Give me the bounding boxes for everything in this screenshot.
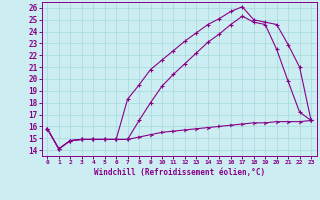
X-axis label: Windchill (Refroidissement éolien,°C): Windchill (Refroidissement éolien,°C) <box>94 168 265 177</box>
